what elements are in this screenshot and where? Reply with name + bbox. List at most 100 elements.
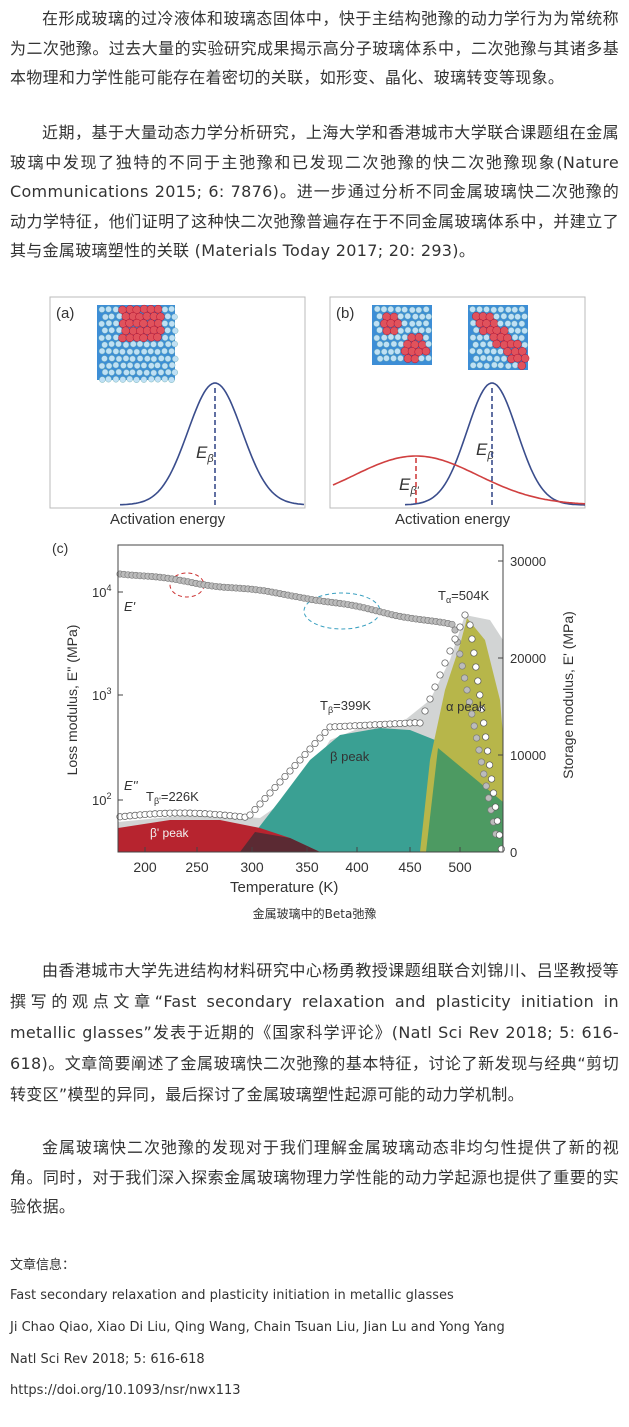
atom	[410, 354, 420, 364]
atom	[397, 340, 405, 348]
atom	[148, 375, 155, 383]
annotation: α peak	[446, 699, 486, 714]
atom	[98, 362, 106, 370]
atom	[150, 369, 157, 377]
atom	[140, 362, 148, 369]
atom	[157, 341, 164, 348]
atom	[148, 362, 155, 369]
point	[461, 611, 469, 619]
atom	[503, 347, 512, 356]
curve	[404, 382, 586, 506]
atom	[112, 376, 120, 383]
atom	[414, 347, 423, 357]
atom	[373, 320, 380, 327]
atom	[472, 341, 479, 348]
atom	[99, 376, 106, 383]
x-tick-label: 350	[295, 859, 319, 875]
point	[478, 705, 486, 713]
atom	[476, 362, 484, 369]
atom	[415, 306, 423, 314]
point	[276, 778, 284, 786]
atom	[508, 327, 515, 334]
atom	[129, 355, 136, 363]
point	[441, 659, 449, 667]
point	[461, 674, 469, 682]
atom	[520, 354, 530, 363]
atom	[491, 361, 498, 369]
atom	[390, 355, 397, 362]
point	[480, 770, 488, 778]
point	[311, 739, 319, 748]
atom	[381, 348, 388, 355]
atom	[161, 362, 169, 370]
atom	[136, 340, 144, 348]
atom	[168, 320, 176, 328]
point	[271, 783, 279, 792]
point	[246, 811, 254, 819]
atom	[497, 348, 504, 355]
panel-a: (a) Activation energy Eβ	[49, 296, 306, 528]
x-tick-label: 200	[133, 859, 157, 875]
atom	[394, 306, 402, 313]
atom	[121, 326, 130, 335]
atom	[119, 376, 127, 383]
x-tick-label: 300	[240, 859, 264, 875]
atom	[157, 369, 165, 376]
atom	[105, 334, 112, 341]
atom	[376, 355, 384, 362]
atom	[164, 313, 171, 320]
point	[482, 733, 490, 741]
atom	[422, 334, 430, 341]
atom	[479, 326, 488, 335]
y-tick-label: 104	[92, 583, 111, 600]
atom	[133, 362, 141, 369]
atom	[521, 327, 528, 334]
atom	[383, 341, 390, 348]
atom	[140, 376, 148, 383]
atom	[518, 334, 525, 342]
point	[256, 800, 264, 808]
atom	[425, 327, 432, 334]
point	[497, 845, 505, 853]
point	[468, 710, 476, 718]
info-line: Natl Sci Rev 2018; 5: 616-618	[10, 1352, 205, 1367]
atom	[380, 306, 388, 313]
point	[470, 649, 478, 657]
atom	[143, 369, 150, 376]
atom	[476, 306, 483, 313]
atom	[112, 348, 120, 355]
atom	[98, 306, 106, 313]
caption: 金属玻璃中的Beta弛豫	[252, 907, 377, 921]
atom	[389, 326, 399, 336]
point	[476, 691, 484, 699]
atom	[470, 362, 477, 369]
atom	[483, 306, 490, 313]
atom	[422, 320, 430, 327]
atom	[518, 306, 526, 313]
atom	[123, 369, 130, 376]
atom	[412, 327, 419, 334]
atom	[144, 355, 151, 362]
atom	[125, 319, 134, 328]
atom	[469, 319, 477, 327]
atom	[172, 355, 179, 363]
atom	[514, 327, 522, 334]
atom	[115, 326, 123, 334]
atom	[382, 326, 392, 336]
atom	[517, 361, 526, 370]
atom	[497, 320, 504, 327]
atom	[401, 320, 408, 327]
atom	[412, 313, 419, 320]
atom	[168, 334, 176, 342]
atom	[472, 326, 480, 334]
atom	[511, 306, 518, 313]
atom	[126, 348, 134, 355]
point	[266, 789, 274, 797]
atom	[479, 354, 487, 362]
energy-label: Eβ	[476, 440, 494, 462]
point	[426, 695, 434, 703]
energy-label: Eβ	[196, 443, 214, 465]
point	[475, 746, 483, 754]
atom	[112, 334, 120, 341]
atom	[397, 327, 405, 335]
